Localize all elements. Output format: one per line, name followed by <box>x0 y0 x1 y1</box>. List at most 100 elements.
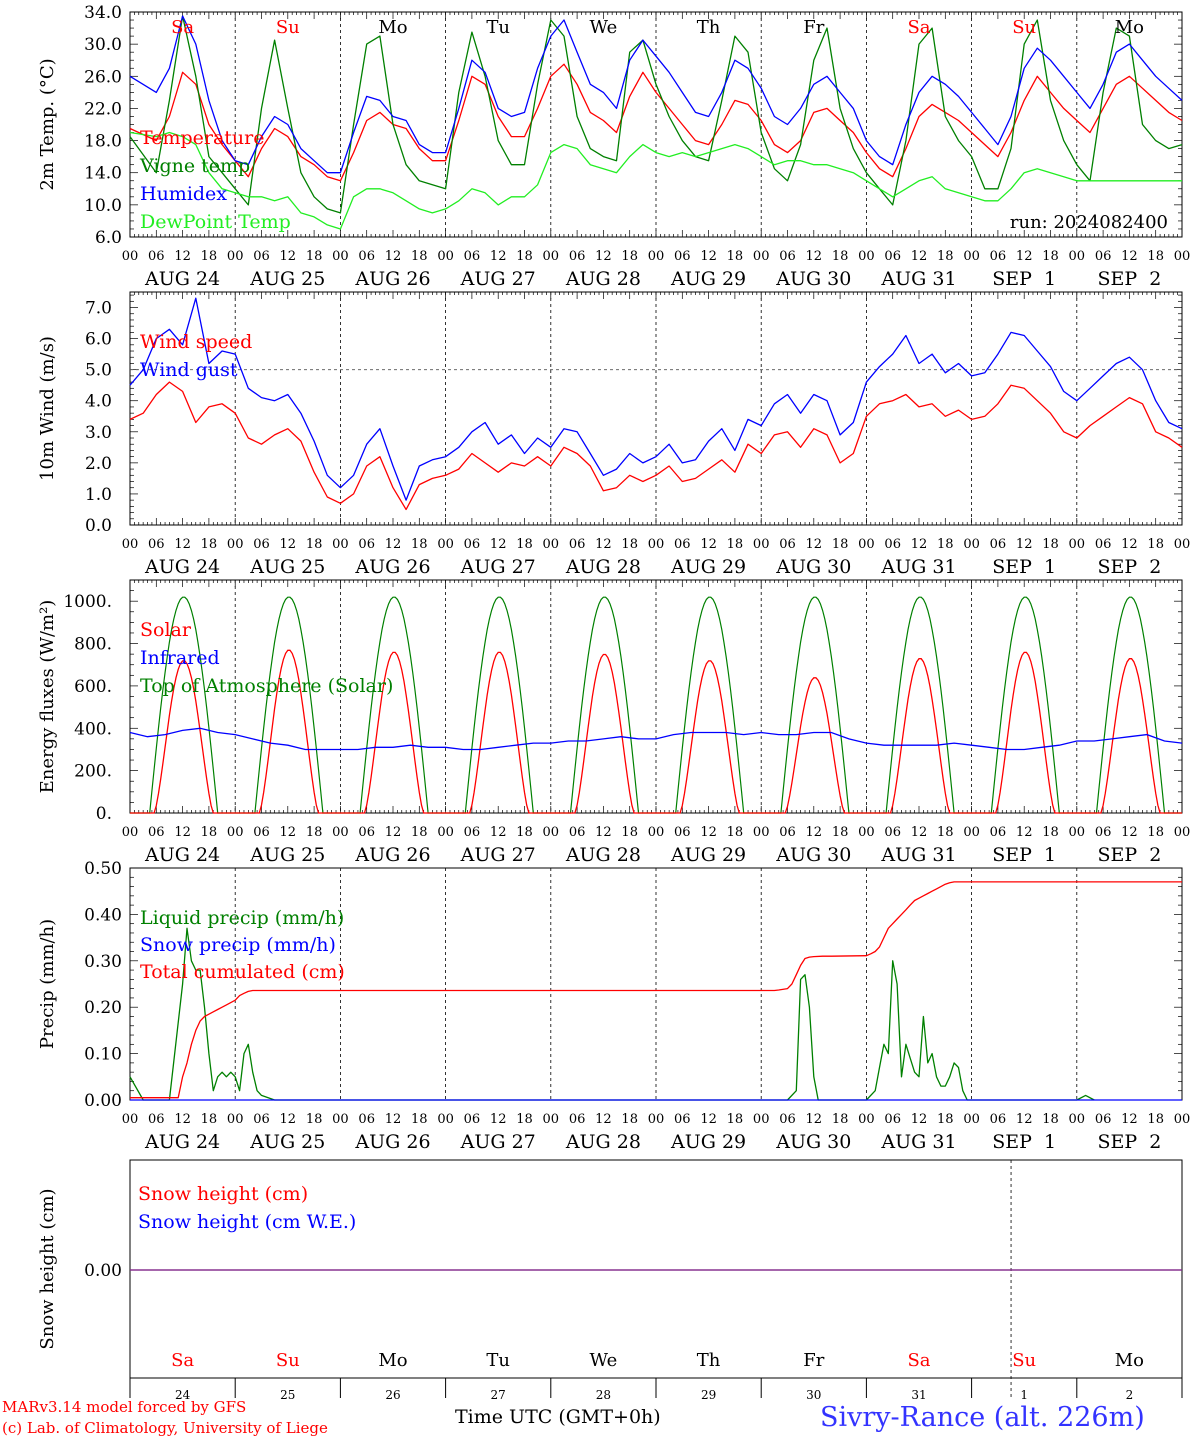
series-total-cumulated-cm- <box>130 881 1182 1099</box>
date-label: AUG 27 <box>460 844 536 866</box>
date-label: AUG 24 <box>144 556 220 578</box>
date-label: AUG 25 <box>249 268 325 290</box>
date-label: AUG 28 <box>565 556 641 578</box>
hour-tick-label: 12 <box>1016 1112 1033 1127</box>
hour-tick-label: 12 <box>911 537 928 552</box>
day-number-label: 27 <box>491 1388 506 1402</box>
y-tick-label: 1000. <box>63 592 112 612</box>
y-axis-title: Energy fluxes (W/m²) <box>37 600 58 794</box>
weekday-label: Sa <box>907 17 930 38</box>
hour-tick-label: 06 <box>884 1112 901 1127</box>
hour-tick-label: 06 <box>569 825 586 840</box>
date-label: SEP 1 <box>992 844 1056 866</box>
y-tick-label: 5.0 <box>85 361 112 381</box>
date-label: SEP 2 <box>1097 1131 1161 1153</box>
date-label: AUG 28 <box>565 844 641 866</box>
y-tick-label: 0. <box>96 804 112 824</box>
y-tick-label: 0.30 <box>84 952 122 972</box>
date-label: AUG 30 <box>775 844 851 866</box>
date-label: AUG 24 <box>144 1131 220 1153</box>
hour-tick-label: 12 <box>490 825 507 840</box>
y-tick-label: 7.0 <box>85 299 112 319</box>
date-label: AUG 31 <box>880 844 956 866</box>
hour-tick-label: 12 <box>595 1112 612 1127</box>
hour-tick-label: 00 <box>858 1112 875 1127</box>
hour-tick-label: 12 <box>911 825 928 840</box>
station-name: Sivry-Rance (alt. 226m) <box>820 1402 1145 1433</box>
legend-entry-2: Snow precip (mm/h) <box>140 934 336 956</box>
hour-tick-label: 12 <box>1121 825 1138 840</box>
hour-tick-label: 12 <box>1016 825 1033 840</box>
weekday-label: Tu <box>486 1350 510 1371</box>
hour-tick-label: 00 <box>332 249 349 264</box>
hour-tick-label: 12 <box>806 249 823 264</box>
hour-tick-label: 12 <box>700 249 717 264</box>
date-label: AUG 28 <box>565 268 641 290</box>
y-tick-label: 2.0 <box>85 454 112 474</box>
hour-tick-label: 18 <box>1042 1112 1059 1127</box>
date-label: AUG 29 <box>670 844 746 866</box>
date-label: AUG 26 <box>354 556 430 578</box>
weekday-label: Mo <box>378 17 407 38</box>
hour-tick-label: 00 <box>858 249 875 264</box>
day-number-label: 28 <box>596 1388 611 1402</box>
series-wind-gust <box>129 297 1183 501</box>
hour-tick-label: 12 <box>174 249 191 264</box>
hour-tick-label: 12 <box>280 537 297 552</box>
date-label: AUG 25 <box>249 844 325 866</box>
hour-tick-label: 00 <box>437 1112 454 1127</box>
series-vigne-temp <box>129 15 1183 214</box>
hour-tick-label: 12 <box>700 1112 717 1127</box>
y-tick-label: 0.40 <box>84 905 122 925</box>
hour-tick-label: 12 <box>911 249 928 264</box>
series-infrared <box>129 727 1183 751</box>
y-tick-label: 0.20 <box>84 998 122 1018</box>
hour-tick-label: 06 <box>990 1112 1007 1127</box>
hour-tick-label: 18 <box>1147 825 1164 840</box>
weekday-label: Th <box>697 17 721 38</box>
date-label: AUG 26 <box>354 844 430 866</box>
date-label: SEP 1 <box>992 1131 1056 1153</box>
legend-entry-1: Temperature <box>140 127 264 149</box>
credit-line-2: (c) Lab. of Climatology, University of L… <box>2 1419 328 1437</box>
hour-tick-label: 18 <box>1147 1112 1164 1127</box>
hour-tick-label: 00 <box>122 825 139 840</box>
hour-tick-label: 00 <box>543 825 560 840</box>
hour-tick-label: 18 <box>201 537 218 552</box>
hour-tick-label: 12 <box>700 537 717 552</box>
hour-tick-label: 12 <box>280 825 297 840</box>
hour-tick-label: 06 <box>779 537 796 552</box>
y-axis-title: 10m Wind (m/s) <box>37 336 58 481</box>
weekday-label: Su <box>276 17 300 38</box>
hour-tick-label: 18 <box>937 537 954 552</box>
hour-tick-label: 12 <box>385 825 402 840</box>
hour-tick-label: 18 <box>201 1112 218 1127</box>
hour-tick-label: 06 <box>779 825 796 840</box>
hour-tick-label: 00 <box>963 1112 980 1127</box>
hour-tick-label: 00 <box>753 825 770 840</box>
hour-tick-label: 18 <box>411 537 428 552</box>
date-label: AUG 27 <box>460 1131 536 1153</box>
hour-tick-label: 06 <box>1095 537 1112 552</box>
y-tick-label: 18.0 <box>84 132 122 152</box>
hour-tick-label: 18 <box>306 825 323 840</box>
hour-tick-label: 00 <box>1174 825 1191 840</box>
hour-tick-label: 00 <box>227 537 244 552</box>
hour-tick-label: 00 <box>1069 249 1086 264</box>
y-tick-label: 30.0 <box>84 35 122 55</box>
hour-tick-label: 12 <box>1121 249 1138 264</box>
hour-tick-label: 18 <box>516 537 533 552</box>
hour-tick-label: 18 <box>1147 537 1164 552</box>
date-label: AUG 25 <box>249 1131 325 1153</box>
hour-tick-label: 18 <box>832 1112 849 1127</box>
y-tick-label: 0.50 <box>84 859 122 879</box>
hour-tick-label: 00 <box>753 537 770 552</box>
weekday-label: Su <box>1012 17 1036 38</box>
date-label: AUG 30 <box>775 1131 851 1153</box>
day-number-label: 24 <box>175 1388 191 1402</box>
hour-tick-label: 06 <box>884 537 901 552</box>
hour-tick-label: 18 <box>621 537 638 552</box>
legend-entry-4: DewPoint Temp <box>140 211 291 233</box>
hour-tick-label: 00 <box>122 249 139 264</box>
day-number-label: 31 <box>911 1388 926 1402</box>
